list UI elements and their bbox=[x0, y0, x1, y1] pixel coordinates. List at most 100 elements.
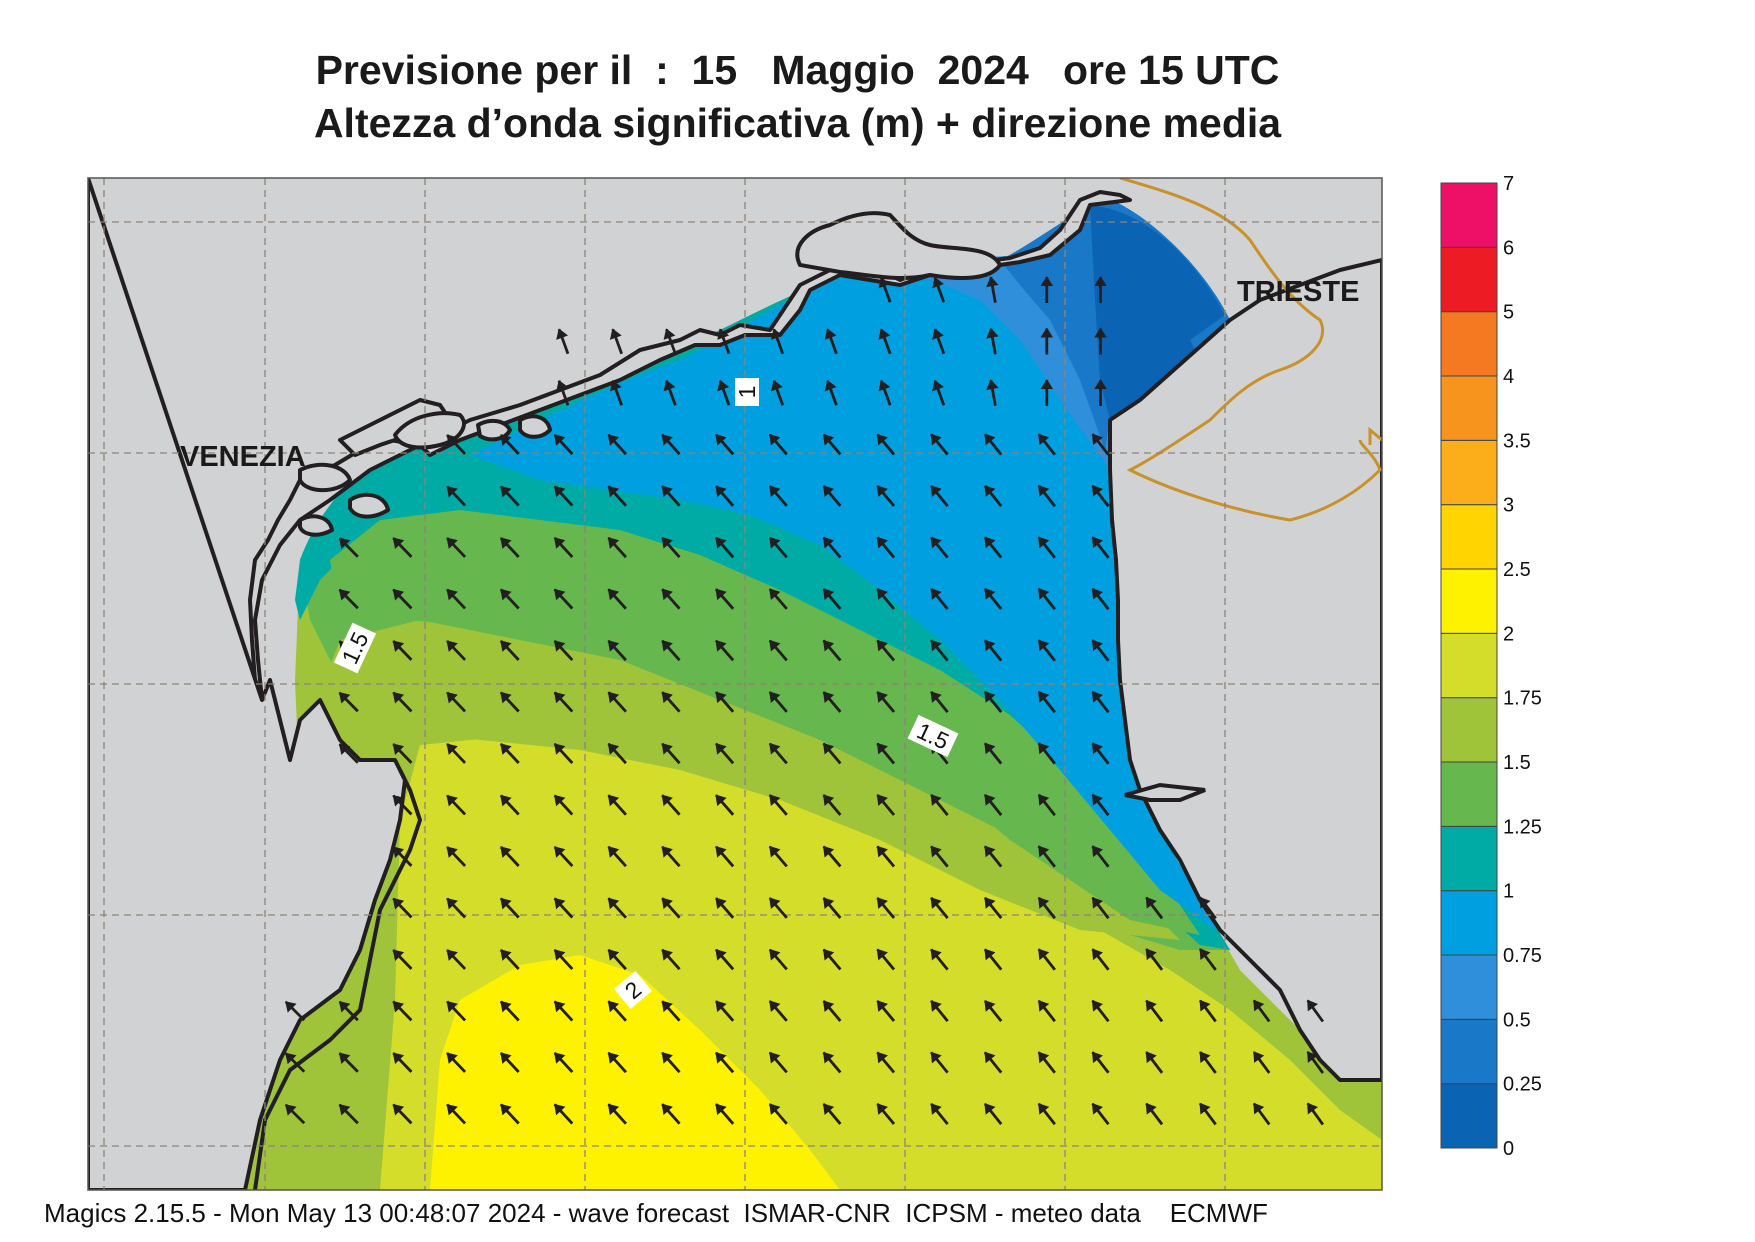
sea-band-1.5-1.75-inner bbox=[320, 620, 1180, 940]
wave-arrow-head bbox=[392, 537, 405, 549]
wave-arrow-head bbox=[500, 1000, 512, 1013]
wave-arrow-head bbox=[984, 1051, 996, 1064]
wave-arrow-head bbox=[715, 640, 727, 652]
wave-arrow-head bbox=[930, 485, 942, 497]
wave-arrow-head bbox=[823, 691, 835, 703]
wave-arrow-head bbox=[500, 949, 512, 961]
wave-arrow-head bbox=[500, 743, 512, 755]
wave-arrow-head bbox=[446, 794, 458, 807]
wave-arrow-head bbox=[930, 536, 942, 549]
city-label-venezia: VENEZIA bbox=[180, 441, 306, 473]
wave-arrow-head bbox=[878, 379, 891, 392]
wave-arrow-head bbox=[607, 743, 620, 755]
wave-arrow-head bbox=[876, 1000, 888, 1012]
wave-arrow-head bbox=[554, 588, 566, 601]
wave-arrow-head bbox=[1040, 379, 1054, 389]
colorbar-tick-label: 1.25 bbox=[1503, 816, 1542, 838]
wave-arrow-head bbox=[930, 1051, 942, 1064]
wave-arrow-head bbox=[1038, 691, 1050, 703]
wave-arrow-head bbox=[554, 691, 566, 704]
wave-arrow-head bbox=[554, 485, 566, 498]
colorbar-segment bbox=[1440, 890, 1498, 956]
colorbar-segment bbox=[1440, 1018, 1498, 1085]
wave-arrow-head bbox=[554, 1000, 566, 1013]
wave-arrow-head bbox=[1091, 742, 1103, 755]
wave-arrow-head bbox=[607, 640, 620, 652]
wave-arrow-head bbox=[500, 640, 512, 652]
sea-band-2-2.5 bbox=[430, 955, 840, 1190]
wave-arrow-head bbox=[392, 897, 405, 910]
wave-arrow-head bbox=[446, 691, 458, 704]
wave-arrow-head bbox=[446, 1103, 458, 1116]
wave-arrow-head bbox=[1145, 948, 1157, 961]
wave-arrow-head bbox=[1307, 1051, 1319, 1063]
colorbar-tick-label: 3.5 bbox=[1503, 430, 1531, 452]
wave-arrow-head bbox=[554, 1052, 566, 1064]
wave-arrow-head bbox=[715, 794, 727, 807]
wave-arrow-head bbox=[984, 588, 996, 600]
wave-arrow-head bbox=[500, 897, 512, 910]
wave-arrow-head bbox=[769, 1103, 781, 1116]
wave-arrow-head bbox=[984, 794, 996, 806]
colorbar-tick-label: 1 bbox=[1503, 881, 1514, 903]
wave-arrow-head bbox=[876, 1051, 888, 1064]
wave-arrow-head bbox=[1253, 999, 1265, 1012]
colorbar-segment bbox=[1440, 311, 1498, 377]
wave-arrow-head bbox=[392, 846, 405, 858]
wave-arrow-head bbox=[769, 588, 781, 601]
wave-arrow-head bbox=[1145, 999, 1157, 1012]
wave-arrow-head bbox=[500, 537, 512, 549]
wave-arrow-head bbox=[554, 949, 566, 961]
wave-arrow-head bbox=[984, 948, 996, 961]
wave-arrow-head bbox=[661, 485, 673, 498]
wave-arrow-head bbox=[661, 691, 673, 704]
wave-arrow-head bbox=[984, 691, 996, 703]
wave-arrow-head bbox=[338, 1052, 351, 1065]
wave-arrow-head bbox=[500, 846, 512, 858]
wave-arrow-head bbox=[984, 845, 996, 858]
wave-arrow-head bbox=[554, 434, 566, 446]
wave-arrow-head bbox=[556, 328, 569, 340]
wave-arrow-head bbox=[392, 1103, 405, 1116]
grado-island bbox=[795, 211, 1003, 281]
colorbar-segment bbox=[1440, 825, 1498, 892]
wave-arrow-head bbox=[607, 691, 620, 704]
wave-arrow-head bbox=[500, 1052, 512, 1064]
wave-arrow-head bbox=[607, 897, 620, 910]
footer-credits: Magics 2.15.5 - Mon May 13 00:48:07 2024… bbox=[44, 1198, 1268, 1228]
venice-islands bbox=[298, 398, 552, 537]
wave-arrow-head bbox=[715, 1052, 727, 1064]
wave-arrow-head bbox=[392, 1052, 405, 1064]
wave-arrow-head bbox=[446, 434, 458, 446]
wave-arrow-head bbox=[1091, 1051, 1103, 1064]
wave-arrow-head bbox=[500, 1103, 512, 1116]
wave-arrow-head bbox=[554, 640, 566, 652]
colorbar-segment bbox=[1440, 504, 1498, 570]
wave-arrow-head bbox=[338, 1001, 351, 1013]
wave-arrow-head bbox=[1091, 948, 1103, 961]
colorbar-tick-label: 0.25 bbox=[1503, 1074, 1542, 1096]
wave-arrow-head bbox=[446, 743, 458, 755]
wave-arrow-head bbox=[769, 433, 781, 446]
wave-arrow-head bbox=[1038, 536, 1050, 549]
wave-arrow-head bbox=[1038, 794, 1050, 806]
colorbar-tick-label: 0 bbox=[1503, 1138, 1514, 1160]
wave-arrow-head bbox=[878, 276, 891, 289]
wave-arrow-head bbox=[607, 846, 620, 858]
wave-arrow-head bbox=[1091, 1102, 1103, 1115]
wave-arrow-head bbox=[661, 846, 673, 858]
wave-arrow-head bbox=[1199, 1102, 1211, 1115]
wave-arrow-head bbox=[661, 794, 673, 807]
wave-arrow-head bbox=[876, 485, 888, 497]
colorbar-segment bbox=[1440, 954, 1498, 1020]
contour-label: 2 bbox=[613, 971, 653, 1009]
colorbar: 0 0.25 0.5 0.75 1 1.25 1.5 1.75 2 2.5 3 3.5 4 5 6 7 bbox=[1440, 173, 1542, 1160]
colorbar-segment bbox=[1440, 568, 1498, 634]
wave-arrow-head bbox=[338, 537, 351, 550]
colorbar-tick-label: 2 bbox=[1503, 623, 1514, 645]
wave-arrow-head bbox=[1253, 1051, 1265, 1063]
wave-arrow-head bbox=[769, 897, 781, 910]
wave-arrow-head bbox=[986, 276, 999, 288]
colorbar-tick-label: 0.75 bbox=[1503, 945, 1542, 967]
wave-arrow-head bbox=[1145, 1051, 1157, 1064]
